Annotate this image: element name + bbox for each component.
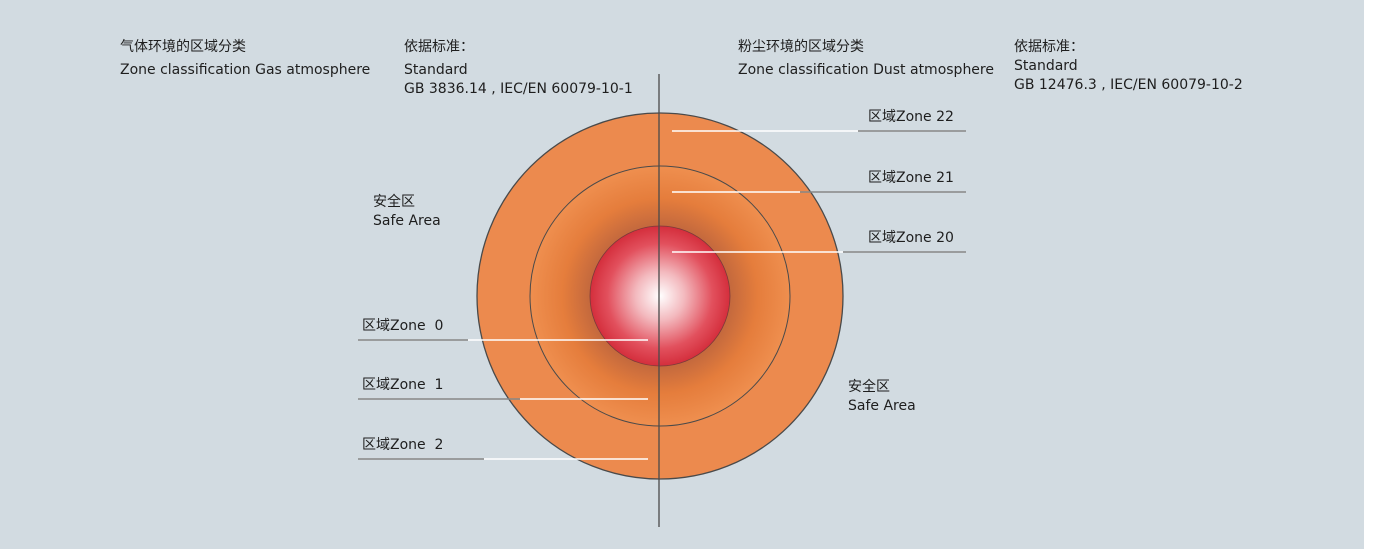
gas-standard-label: 依据标准： — [404, 39, 474, 55]
zone-20-label: 区域Zone 20 — [868, 230, 954, 246]
gas-heading-cn: 气体环境的区域分类 — [120, 39, 246, 55]
gas-standard-codes: GB 3836.14 , IEC/EN 60079-10-1 — [404, 81, 633, 97]
gas-heading-en: Zone classification Gas atmosphere — [120, 62, 371, 78]
dust-standard-en: Standard — [1014, 58, 1078, 74]
dust-heading-en: Zone classification Dust atmosphere — [738, 62, 994, 78]
dust-safe-area-en: Safe Area — [848, 398, 916, 414]
gas-standard-en: Standard — [404, 62, 468, 78]
zone-1-label: 区域Zone 1 — [362, 377, 444, 393]
gas-safe-area-en: Safe Area — [373, 213, 441, 229]
zone-0-label: 区域Zone 0 — [362, 318, 444, 334]
dust-heading-cn: 粉尘环境的区域分类 — [738, 39, 864, 55]
dust-standard-codes: GB 12476.3 , IEC/EN 60079-10-2 — [1014, 77, 1243, 93]
zone-22-label: 区域Zone 22 — [868, 109, 954, 125]
zone-21-label: 区域Zone 21 — [868, 170, 954, 186]
inner-zone-circle — [589, 225, 731, 367]
zone-2-label: 区域Zone 2 — [362, 437, 444, 453]
gas-safe-area-cn: 安全区 — [373, 194, 415, 210]
dust-standard-label: 依据标准： — [1014, 39, 1084, 55]
dust-safe-area-cn: 安全区 — [848, 379, 890, 395]
